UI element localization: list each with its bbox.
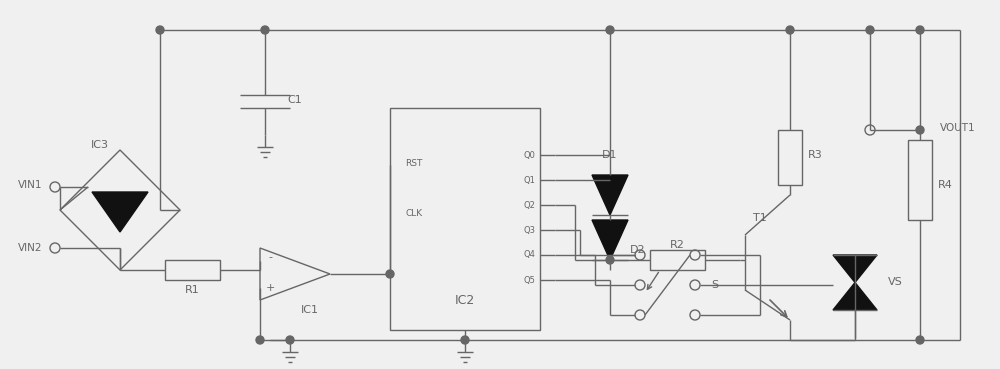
Text: Q4: Q4 [523,251,535,259]
Text: C1: C1 [288,95,302,105]
Text: T1: T1 [753,213,767,223]
Bar [778,130,802,185]
Text: Q0: Q0 [523,151,535,159]
Text: RST: RST [405,159,422,168]
Text: Q5: Q5 [523,276,535,284]
Polygon shape [833,255,877,283]
Circle shape [916,26,924,34]
Bar [165,260,220,280]
Text: R2: R2 [670,240,684,250]
Text: IC1: IC1 [301,305,319,315]
Text: VIN2: VIN2 [18,243,42,253]
Circle shape [386,270,394,278]
Text: VIN1: VIN1 [18,180,42,190]
Text: CLK: CLK [405,208,422,217]
Text: S: S [711,280,719,290]
Circle shape [866,26,874,34]
Text: IC2: IC2 [455,293,475,307]
Circle shape [261,26,269,34]
Circle shape [256,336,264,344]
Circle shape [786,26,794,34]
Bar [908,140,932,220]
Text: Q1: Q1 [523,176,535,184]
Circle shape [286,336,294,344]
Text: R1: R1 [185,285,199,295]
Text: IC3: IC3 [91,140,109,150]
Bar [650,250,705,270]
Text: -: - [268,252,272,262]
Text: R3: R3 [808,150,822,160]
Polygon shape [92,192,148,232]
Circle shape [916,336,924,344]
Text: Q2: Q2 [523,200,535,210]
Text: +: + [265,283,275,293]
Circle shape [606,26,614,34]
Polygon shape [833,283,877,310]
Polygon shape [592,175,628,215]
Circle shape [156,26,164,34]
Bar [390,108,540,330]
Polygon shape [592,220,628,260]
Polygon shape [60,150,180,270]
Text: VOUT1: VOUT1 [940,123,976,133]
Circle shape [461,336,469,344]
Polygon shape [260,248,330,300]
Text: Q3: Q3 [523,225,535,235]
Text: VS: VS [888,277,902,287]
Text: R4: R4 [938,180,952,190]
Text: D1: D1 [602,150,618,160]
Circle shape [606,256,614,264]
Circle shape [916,126,924,134]
Text: D2: D2 [630,245,646,255]
